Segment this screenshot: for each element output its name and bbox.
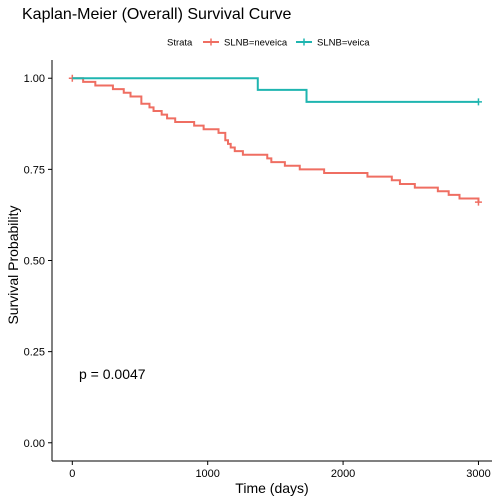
- x-tick-label: 3000: [466, 468, 490, 480]
- y-tick-label: 0.50: [24, 256, 45, 268]
- y-tick-label: 1.00: [24, 73, 45, 85]
- x-tick-label: 0: [69, 468, 75, 480]
- y-tick-label: 0.75: [24, 164, 45, 176]
- y-tick-label: 0.25: [24, 347, 45, 359]
- legend-key: [203, 38, 219, 46]
- censor-mark: [474, 198, 482, 206]
- survival-line-SLNB=veica: [72, 77, 479, 103]
- y-tick-label: 0.00: [24, 438, 45, 450]
- x-tick-label: 2000: [331, 468, 355, 480]
- x-axis-title: Time (days): [235, 480, 308, 496]
- x-tick-label: 1000: [195, 468, 219, 480]
- p-value-annotation: p = 0.0047: [79, 366, 146, 382]
- x-ticks: 0 1000 2000 3000: [69, 461, 491, 480]
- legend: Strata SLNB=neveica SLNB=veica: [167, 38, 370, 49]
- legend-key: [296, 38, 312, 46]
- legend-label: SLNB=neveica: [224, 38, 288, 49]
- y-ticks: 0.00 0.25 0.50 0.75 1.00: [24, 73, 52, 450]
- censor-mark: [474, 98, 482, 106]
- survival-line-SLNB=neveica: [72, 77, 480, 203]
- legend-label: SLNB=veica: [317, 38, 370, 49]
- legend-title: Strata: [167, 38, 193, 49]
- plot-lines: [68, 74, 482, 206]
- y-axis-title: Survival Probability: [5, 205, 21, 324]
- chart-title: Kaplan-Meier (Overall) Survival Curve: [22, 6, 292, 23]
